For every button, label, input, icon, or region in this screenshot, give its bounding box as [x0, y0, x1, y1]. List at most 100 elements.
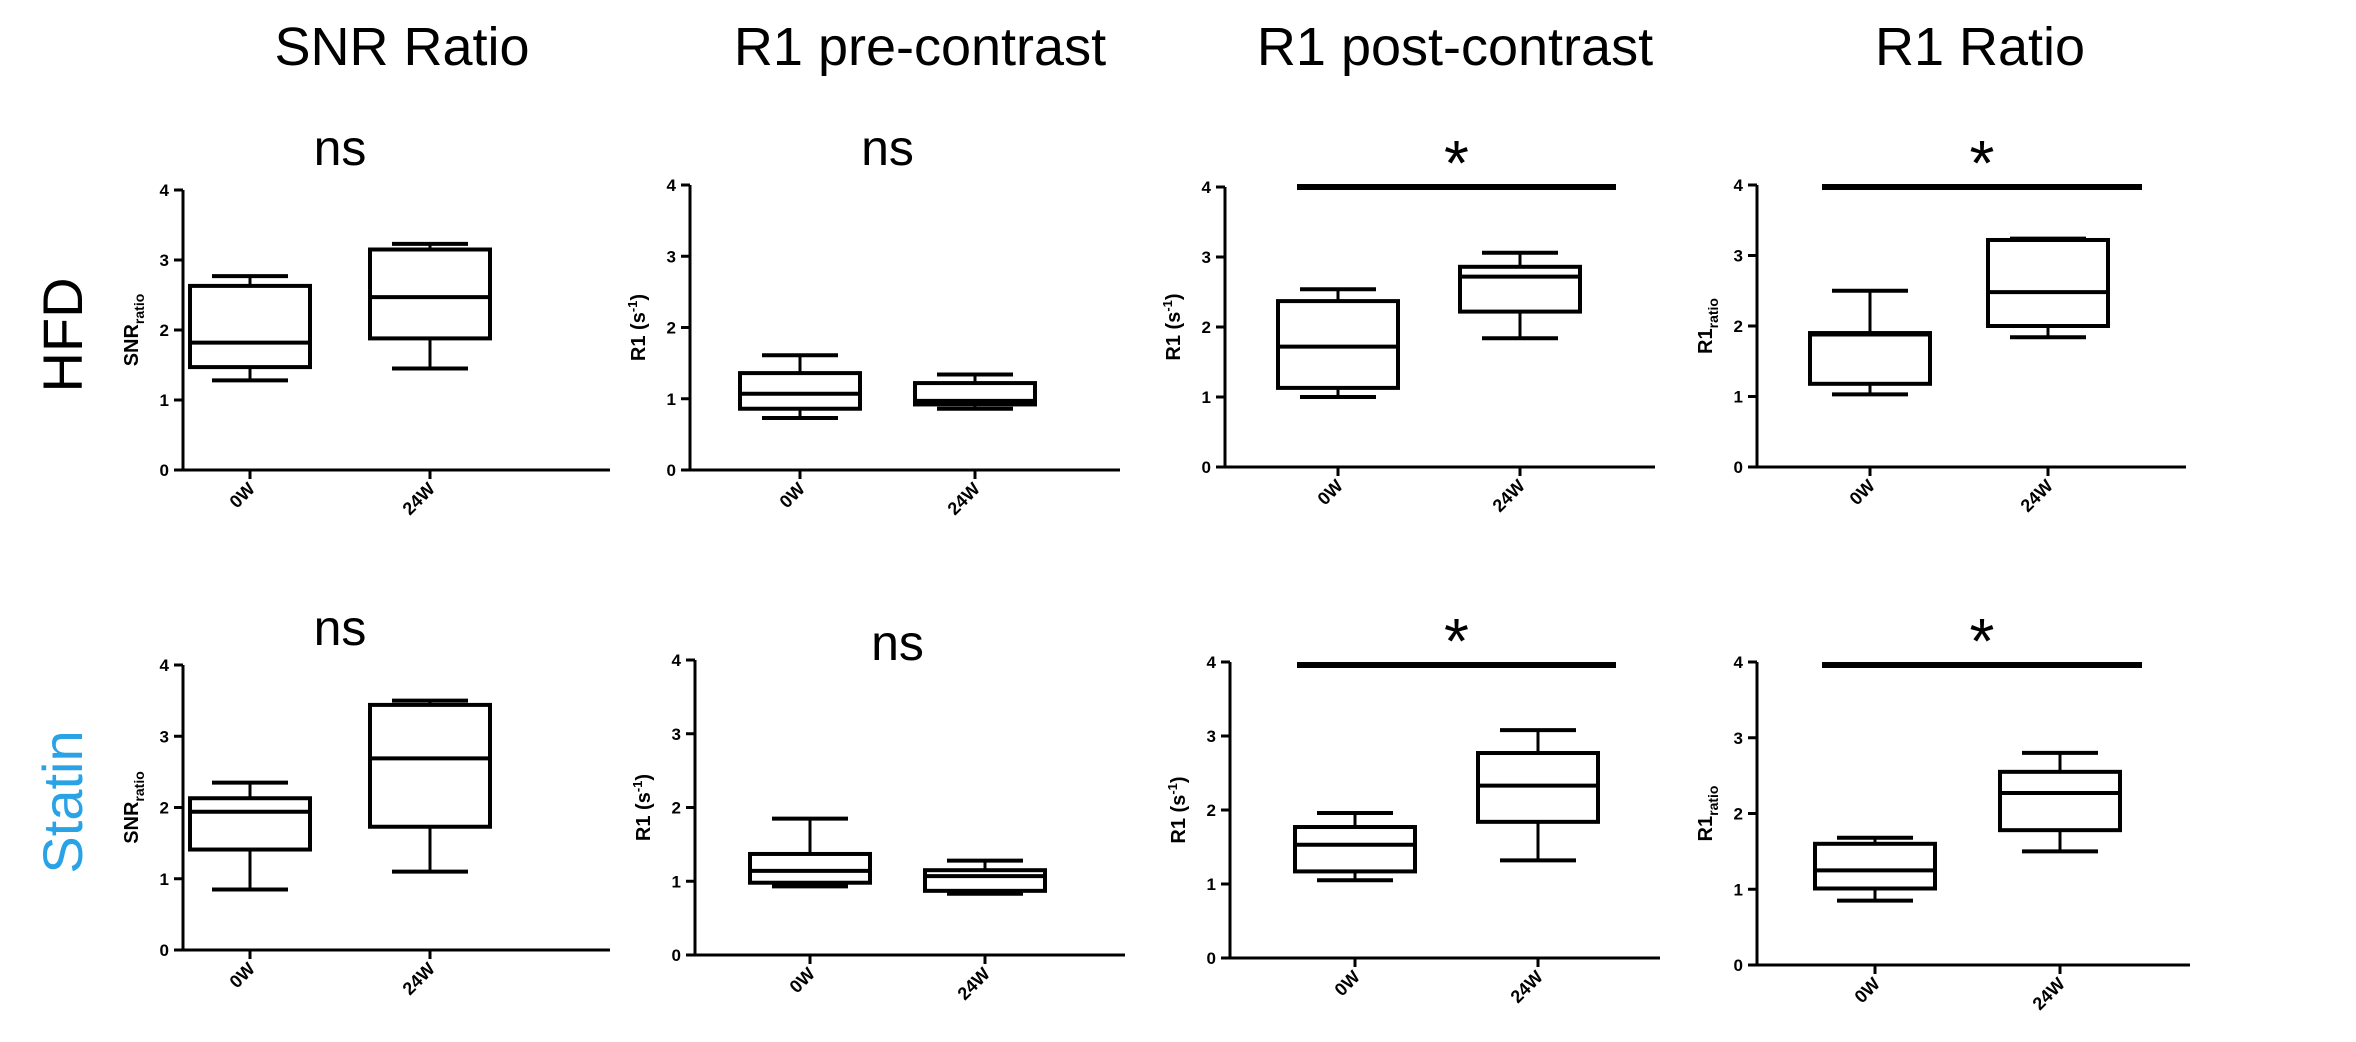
panel-hfd-r1-pre-contrast: 0 1 2 3 4 R1 (s-1) 0W 24W ns — [625, 120, 1120, 519]
box-iqr — [1813, 841, 1937, 891]
box-24w — [1476, 728, 1600, 863]
x-tick-label-24w: 24W — [399, 959, 439, 999]
y-tick-label: 1 — [672, 872, 681, 891]
box-iqr — [923, 868, 1047, 893]
y-axis-label: R1ratio — [1695, 298, 1721, 354]
y-axis-label: SNRratio — [121, 771, 147, 844]
y-axis-label-main: SNR — [121, 324, 143, 367]
y-axis-label: R1ratio — [1695, 786, 1721, 842]
box-24w — [923, 858, 1047, 896]
box-24w — [1998, 750, 2122, 854]
y-tick-label: 0 — [1202, 458, 1211, 477]
y-axis-label-superscript: -1 — [1160, 300, 1175, 312]
y-tick-label: 4 — [672, 651, 682, 670]
y-tick-label: 4 — [160, 656, 170, 675]
significance-ns: ns — [861, 120, 914, 176]
y-tick-label: 3 — [667, 247, 676, 266]
y-tick-label: 0 — [1207, 949, 1216, 968]
significance-ns: ns — [871, 615, 924, 671]
y-tick-label: 2 — [1202, 318, 1211, 337]
y-axis-label-subscript: ratio — [131, 294, 147, 324]
column-title-snr-ratio: SNR Ratio — [274, 17, 529, 77]
row-label-hfd: HFD — [31, 277, 94, 392]
y-axis-label-close: ) — [628, 294, 650, 301]
x-tick-label-0w: 0W — [1331, 967, 1364, 1000]
x-tick-label-0w: 0W — [1314, 476, 1347, 509]
box-iqr — [913, 381, 1037, 407]
box-iqr — [738, 371, 862, 411]
y-axis-label-main: R1 (s — [1163, 312, 1185, 361]
y-axis-label-superscript: -1 — [630, 781, 645, 793]
y-tick-label: 1 — [1734, 388, 1743, 407]
box-0w — [188, 780, 312, 892]
y-axis-label-main: R1 (s — [633, 792, 655, 841]
box-0w — [1813, 835, 1937, 903]
y-tick-label: 4 — [1202, 178, 1212, 197]
y-axis-label-close: ) — [1163, 293, 1185, 300]
row-label-statin: Statin — [31, 730, 94, 873]
y-axis-label-main: R1 (s — [1168, 795, 1190, 844]
y-tick-label: 3 — [160, 251, 169, 270]
box-24w — [1458, 250, 1582, 341]
y-axis-label-close: ) — [633, 774, 655, 781]
y-axis-label: R1 (s-1) — [630, 774, 655, 841]
y-tick-label: 4 — [1207, 653, 1217, 672]
x-tick-label-0w: 0W — [1851, 974, 1884, 1007]
y-axis-label-main: SNR — [121, 801, 143, 844]
y-tick-label: 1 — [1202, 388, 1211, 407]
y-axis-label-main: R1 (s — [628, 312, 650, 361]
panel-statin-r1-post-contrast: 0 1 2 3 4 R1 (s-1) 0W 24W * — [1165, 605, 1660, 1007]
y-axis-label: R1 (s-1) — [1165, 776, 1190, 843]
box-iqr — [1808, 331, 1932, 386]
box-0w — [1293, 810, 1417, 883]
y-axis-label-subscript: ratio — [131, 771, 147, 801]
x-tick-label-0w: 0W — [786, 964, 819, 997]
box-iqr — [1998, 769, 2122, 833]
box-iqr — [1276, 299, 1400, 390]
panel-statin-r1-ratio: 0 1 2 3 4 R1ratio 0W 24W * — [1695, 605, 2190, 1014]
panel-hfd-r1-ratio: 0 1 2 3 4 R1ratio 0W 24W * — [1695, 127, 2186, 516]
significance-star: * — [1444, 127, 1469, 199]
box-0w — [738, 353, 862, 420]
box-0w — [1276, 287, 1400, 399]
y-tick-label: 2 — [1207, 801, 1216, 820]
y-tick-label: 0 — [1734, 458, 1743, 477]
y-tick-label: 1 — [160, 870, 169, 889]
y-tick-label: 1 — [1734, 880, 1743, 899]
column-title-r1-post-contrast: R1 post-contrast — [1257, 17, 1653, 77]
y-axis-label-main: R1 — [1695, 816, 1717, 842]
y-tick-label: 2 — [160, 321, 169, 340]
x-tick-label-0w: 0W — [226, 479, 259, 512]
x-tick-label-24w: 24W — [2017, 476, 2057, 516]
y-tick-label: 3 — [160, 727, 169, 746]
y-axis-label-superscript: -1 — [625, 301, 640, 313]
significance-ns: ns — [314, 600, 367, 656]
y-axis-label-close: ) — [1168, 776, 1190, 783]
y-tick-label: 3 — [1207, 727, 1216, 746]
column-title-r1-ratio: R1 Ratio — [1875, 17, 2085, 77]
box-0w — [748, 816, 872, 889]
x-tick-label-0w: 0W — [776, 479, 809, 512]
box-0w — [188, 274, 312, 383]
box-24w — [913, 372, 1037, 411]
y-tick-label: 0 — [667, 461, 676, 480]
y-axis-label-subscript: ratio — [1705, 786, 1721, 816]
significance-star: * — [1970, 127, 1995, 199]
panel-statin-r1-pre-contrast: 0 1 2 3 4 R1 (s-1) 0W 24W ns — [630, 615, 1125, 1004]
y-axis-label: SNRratio — [121, 294, 147, 367]
box-iqr — [368, 247, 492, 341]
x-tick-label-24w: 24W — [954, 964, 994, 1004]
box-iqr — [188, 796, 312, 852]
x-tick-label-0w: 0W — [226, 959, 259, 992]
y-tick-label: 2 — [672, 799, 681, 818]
box-iqr — [1293, 825, 1417, 874]
box-24w — [1986, 236, 2110, 340]
y-tick-label: 1 — [667, 390, 676, 409]
y-tick-label: 1 — [1207, 875, 1216, 894]
y-tick-label: 4 — [667, 176, 677, 195]
y-axis-label: R1 (s-1) — [625, 294, 650, 361]
y-tick-label: 2 — [1734, 805, 1743, 824]
